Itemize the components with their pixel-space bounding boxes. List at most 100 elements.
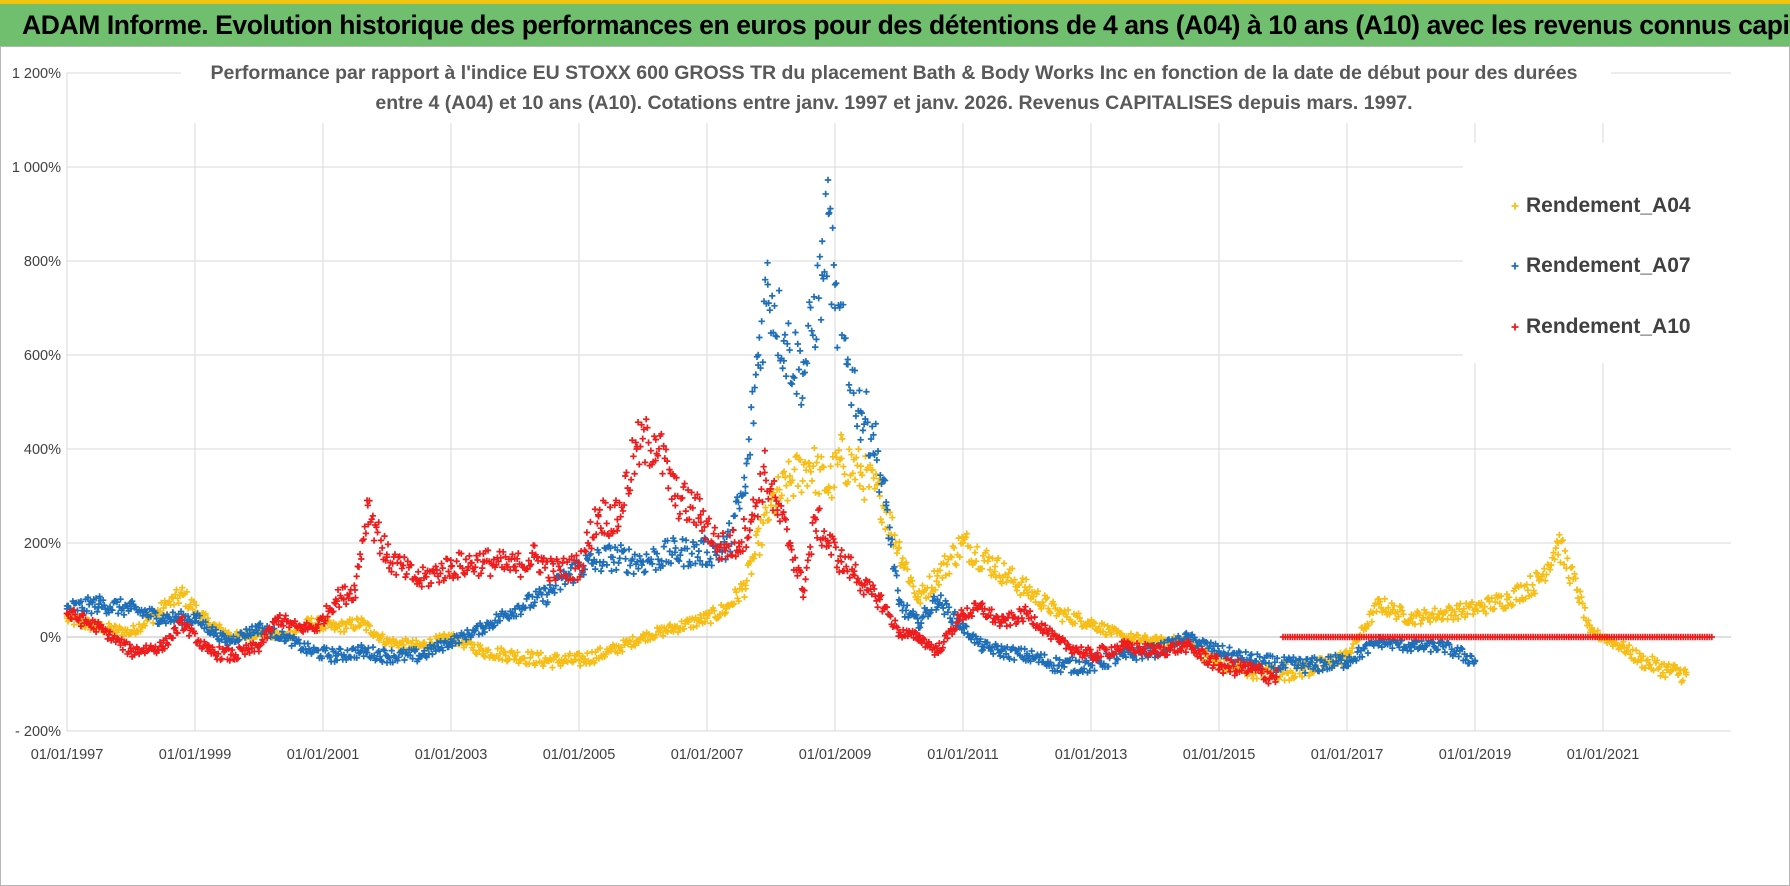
series-1-marker bbox=[94, 608, 101, 615]
series-2-marker bbox=[403, 570, 410, 578]
series-2-marker bbox=[783, 526, 791, 533]
series-1-marker bbox=[113, 598, 121, 606]
series-1-point bbox=[742, 483, 749, 490]
series-0-marker bbox=[1550, 549, 1557, 556]
series-0-marker bbox=[1452, 612, 1459, 619]
series-0-marker bbox=[857, 462, 865, 470]
series-0-marker bbox=[783, 482, 790, 489]
series-1-marker bbox=[741, 474, 748, 481]
series-0-marker bbox=[974, 543, 981, 550]
series-1-marker bbox=[814, 262, 821, 269]
series-1-marker bbox=[788, 380, 796, 388]
series-1-marker bbox=[799, 394, 806, 402]
series-1-marker bbox=[504, 614, 512, 621]
series-0-marker bbox=[515, 659, 522, 667]
legend-item: Rendement_A07 bbox=[1511, 254, 1691, 277]
y-tick-label: 400% bbox=[24, 442, 61, 458]
series-1-marker bbox=[643, 551, 650, 558]
series-1-marker bbox=[147, 613, 154, 620]
y-tick-label: 1 200% bbox=[12, 66, 61, 82]
series-0-marker bbox=[202, 610, 209, 617]
series-1-marker bbox=[282, 637, 289, 644]
series-0-marker bbox=[1460, 605, 1468, 612]
series-1-marker bbox=[407, 652, 414, 659]
series-0-marker bbox=[1552, 544, 1560, 552]
series-0-marker bbox=[936, 567, 944, 574]
series-1-marker bbox=[813, 336, 820, 343]
series-1-marker bbox=[542, 585, 549, 592]
series-0-marker bbox=[225, 629, 233, 636]
series-2-marker bbox=[358, 555, 365, 563]
series-0-marker bbox=[496, 650, 504, 658]
series-0-marker bbox=[1669, 666, 1676, 673]
series-0-marker bbox=[537, 649, 544, 656]
series-1-marker bbox=[490, 622, 498, 629]
series-1-marker bbox=[337, 645, 344, 653]
series-0-marker bbox=[1547, 561, 1555, 569]
series-1-marker bbox=[326, 653, 334, 661]
y-tick-label: 200% bbox=[24, 536, 61, 552]
series-1-marker bbox=[152, 609, 159, 617]
series-0-marker bbox=[1395, 613, 1402, 620]
series-0-marker bbox=[1011, 576, 1018, 583]
series-0-marker bbox=[1561, 547, 1569, 555]
series-1-marker bbox=[304, 640, 312, 647]
series-0-marker bbox=[812, 489, 819, 496]
series-0-marker bbox=[1381, 595, 1388, 603]
series-0-marker bbox=[170, 601, 178, 608]
series-2-marker bbox=[636, 461, 643, 468]
series-0-marker bbox=[735, 597, 742, 605]
series-1-marker bbox=[876, 488, 883, 496]
series-0-marker bbox=[381, 641, 388, 648]
series-1-marker bbox=[893, 572, 900, 579]
series-2-marker bbox=[622, 472, 629, 480]
series-0-marker bbox=[1013, 587, 1021, 594]
x-tick-label: 01/01/2009 bbox=[799, 747, 872, 763]
series-0-point bbox=[755, 539, 762, 547]
series-1-marker bbox=[894, 587, 902, 594]
series-0-marker bbox=[426, 636, 434, 643]
series-0-marker bbox=[1017, 591, 1024, 599]
series-1-marker bbox=[599, 562, 606, 570]
series-0-marker bbox=[141, 622, 149, 629]
series-2-marker bbox=[381, 532, 388, 540]
series-0-marker bbox=[967, 544, 974, 551]
series-0-marker bbox=[844, 478, 852, 486]
series-0-marker bbox=[187, 601, 194, 608]
series-0-marker bbox=[1524, 587, 1532, 594]
series-0-marker bbox=[872, 470, 880, 478]
series-0-marker bbox=[1531, 590, 1539, 597]
series-0-marker bbox=[889, 514, 896, 521]
series-1-marker bbox=[819, 238, 826, 245]
series-1-marker bbox=[203, 624, 210, 631]
series-0-marker bbox=[896, 538, 903, 546]
series-1-marker bbox=[117, 596, 124, 603]
series-0-marker bbox=[629, 633, 636, 641]
series-1-marker bbox=[464, 626, 471, 634]
series-0-marker bbox=[1492, 598, 1499, 606]
series-0-marker bbox=[1443, 607, 1450, 614]
series-1-marker bbox=[288, 642, 295, 650]
series-2-marker bbox=[647, 447, 655, 454]
series-0-marker bbox=[940, 559, 947, 567]
series-0-marker bbox=[894, 545, 902, 552]
series-0-marker bbox=[1478, 599, 1485, 606]
series-1-marker bbox=[768, 292, 776, 300]
series-1-marker bbox=[315, 647, 322, 654]
series-2-marker bbox=[623, 469, 630, 476]
series-1-marker bbox=[748, 404, 755, 411]
series-0-marker bbox=[1400, 611, 1407, 618]
series-1-marker bbox=[196, 612, 203, 619]
chart-frame: - 200% 0% 200% 400% 600% 800% 1 000% 1 200% 01/0… bbox=[0, 46, 1790, 886]
series-2-marker bbox=[453, 558, 460, 565]
series-1-marker bbox=[863, 388, 870, 395]
series-1-marker bbox=[848, 401, 855, 409]
series-0-marker bbox=[695, 618, 703, 625]
series-0-marker bbox=[1567, 564, 1575, 571]
series-0-marker bbox=[778, 492, 785, 499]
series-0-marker bbox=[553, 651, 561, 659]
series-1-marker bbox=[782, 372, 790, 380]
series-2-marker bbox=[415, 568, 422, 576]
series-2-marker bbox=[546, 577, 553, 584]
series-0-marker bbox=[1022, 576, 1030, 583]
